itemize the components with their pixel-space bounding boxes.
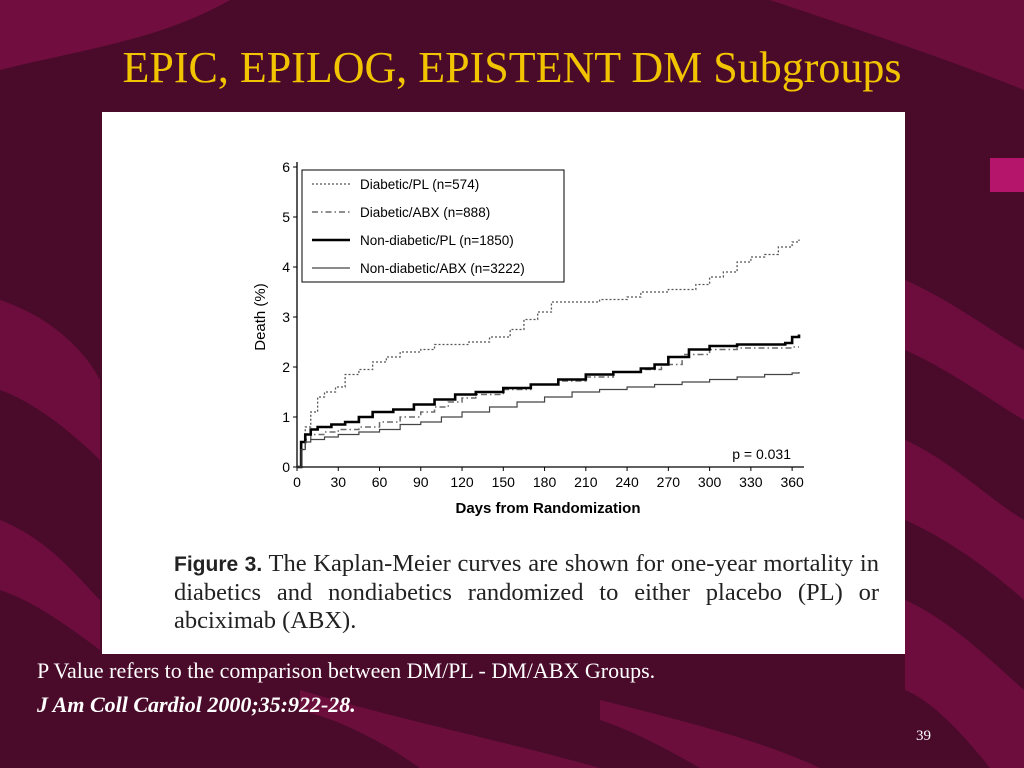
x-tick-label: 90: [413, 474, 429, 490]
figure-caption: Figure 3. The Kaplan-Meier curves are sh…: [174, 550, 879, 635]
x-tick-label: 60: [372, 474, 388, 490]
legend-label-3: Non-diabetic/PL (n=1850): [360, 233, 514, 248]
figure-panel: 0 1 2 3 4 5 6 0 30 60 90 120 150 180 210 240 270 300 330 36…: [102, 112, 905, 654]
series-line-2: [297, 346, 799, 468]
series-line-3: [297, 334, 801, 469]
x-tick-label: 0: [293, 474, 301, 490]
x-tick-label: 270: [657, 474, 681, 490]
x-tick-label: 120: [450, 474, 474, 490]
legend-box: [301, 169, 565, 283]
legend-label-1: Diabetic/PL (n=574): [360, 177, 479, 192]
y-axis-label: Death (%): [252, 283, 269, 351]
legend-label-4: Non-diabetic/ABX (n=3222): [360, 261, 525, 276]
x-tick-label: 240: [615, 474, 639, 490]
citation: J Am Coll Cardiol 2000;35:922-28.: [37, 692, 356, 717]
x-tick-label: 360: [780, 474, 804, 490]
y-tick-label: 3: [282, 309, 290, 325]
caption-text: The Kaplan-Meier curves are shown for on…: [174, 550, 879, 634]
y-tick-label: 4: [282, 259, 290, 275]
y-tick-label: 0: [282, 459, 290, 475]
x-tick-label: 330: [739, 474, 763, 490]
x-tick-label: 300: [698, 474, 722, 490]
legend-label-2: Diabetic/ABX (n=888): [360, 205, 490, 220]
x-tick-label: 150: [492, 474, 516, 490]
series-line-4: [297, 372, 800, 468]
page-number: 39: [916, 728, 931, 744]
slide-title: EPIC, EPILOG, EPISTENT DM Subgroups: [122, 43, 902, 92]
p-value-annotation: p = 0.031: [732, 446, 791, 462]
x-tick-label: 180: [533, 474, 557, 490]
x-tick-label: 210: [574, 474, 598, 490]
y-tick-label: 1: [282, 409, 290, 425]
series-line-1: [297, 239, 800, 468]
p-value-note: P Value refers to the comparison between…: [37, 658, 656, 683]
x-axis-label: Days from Randomization: [455, 500, 640, 517]
x-tick-label: 30: [330, 474, 346, 490]
y-tick-label: 6: [282, 159, 290, 175]
caption-label: Figure 3.: [174, 553, 263, 576]
y-tick-label: 2: [282, 359, 290, 375]
y-tick-label: 5: [282, 209, 290, 225]
